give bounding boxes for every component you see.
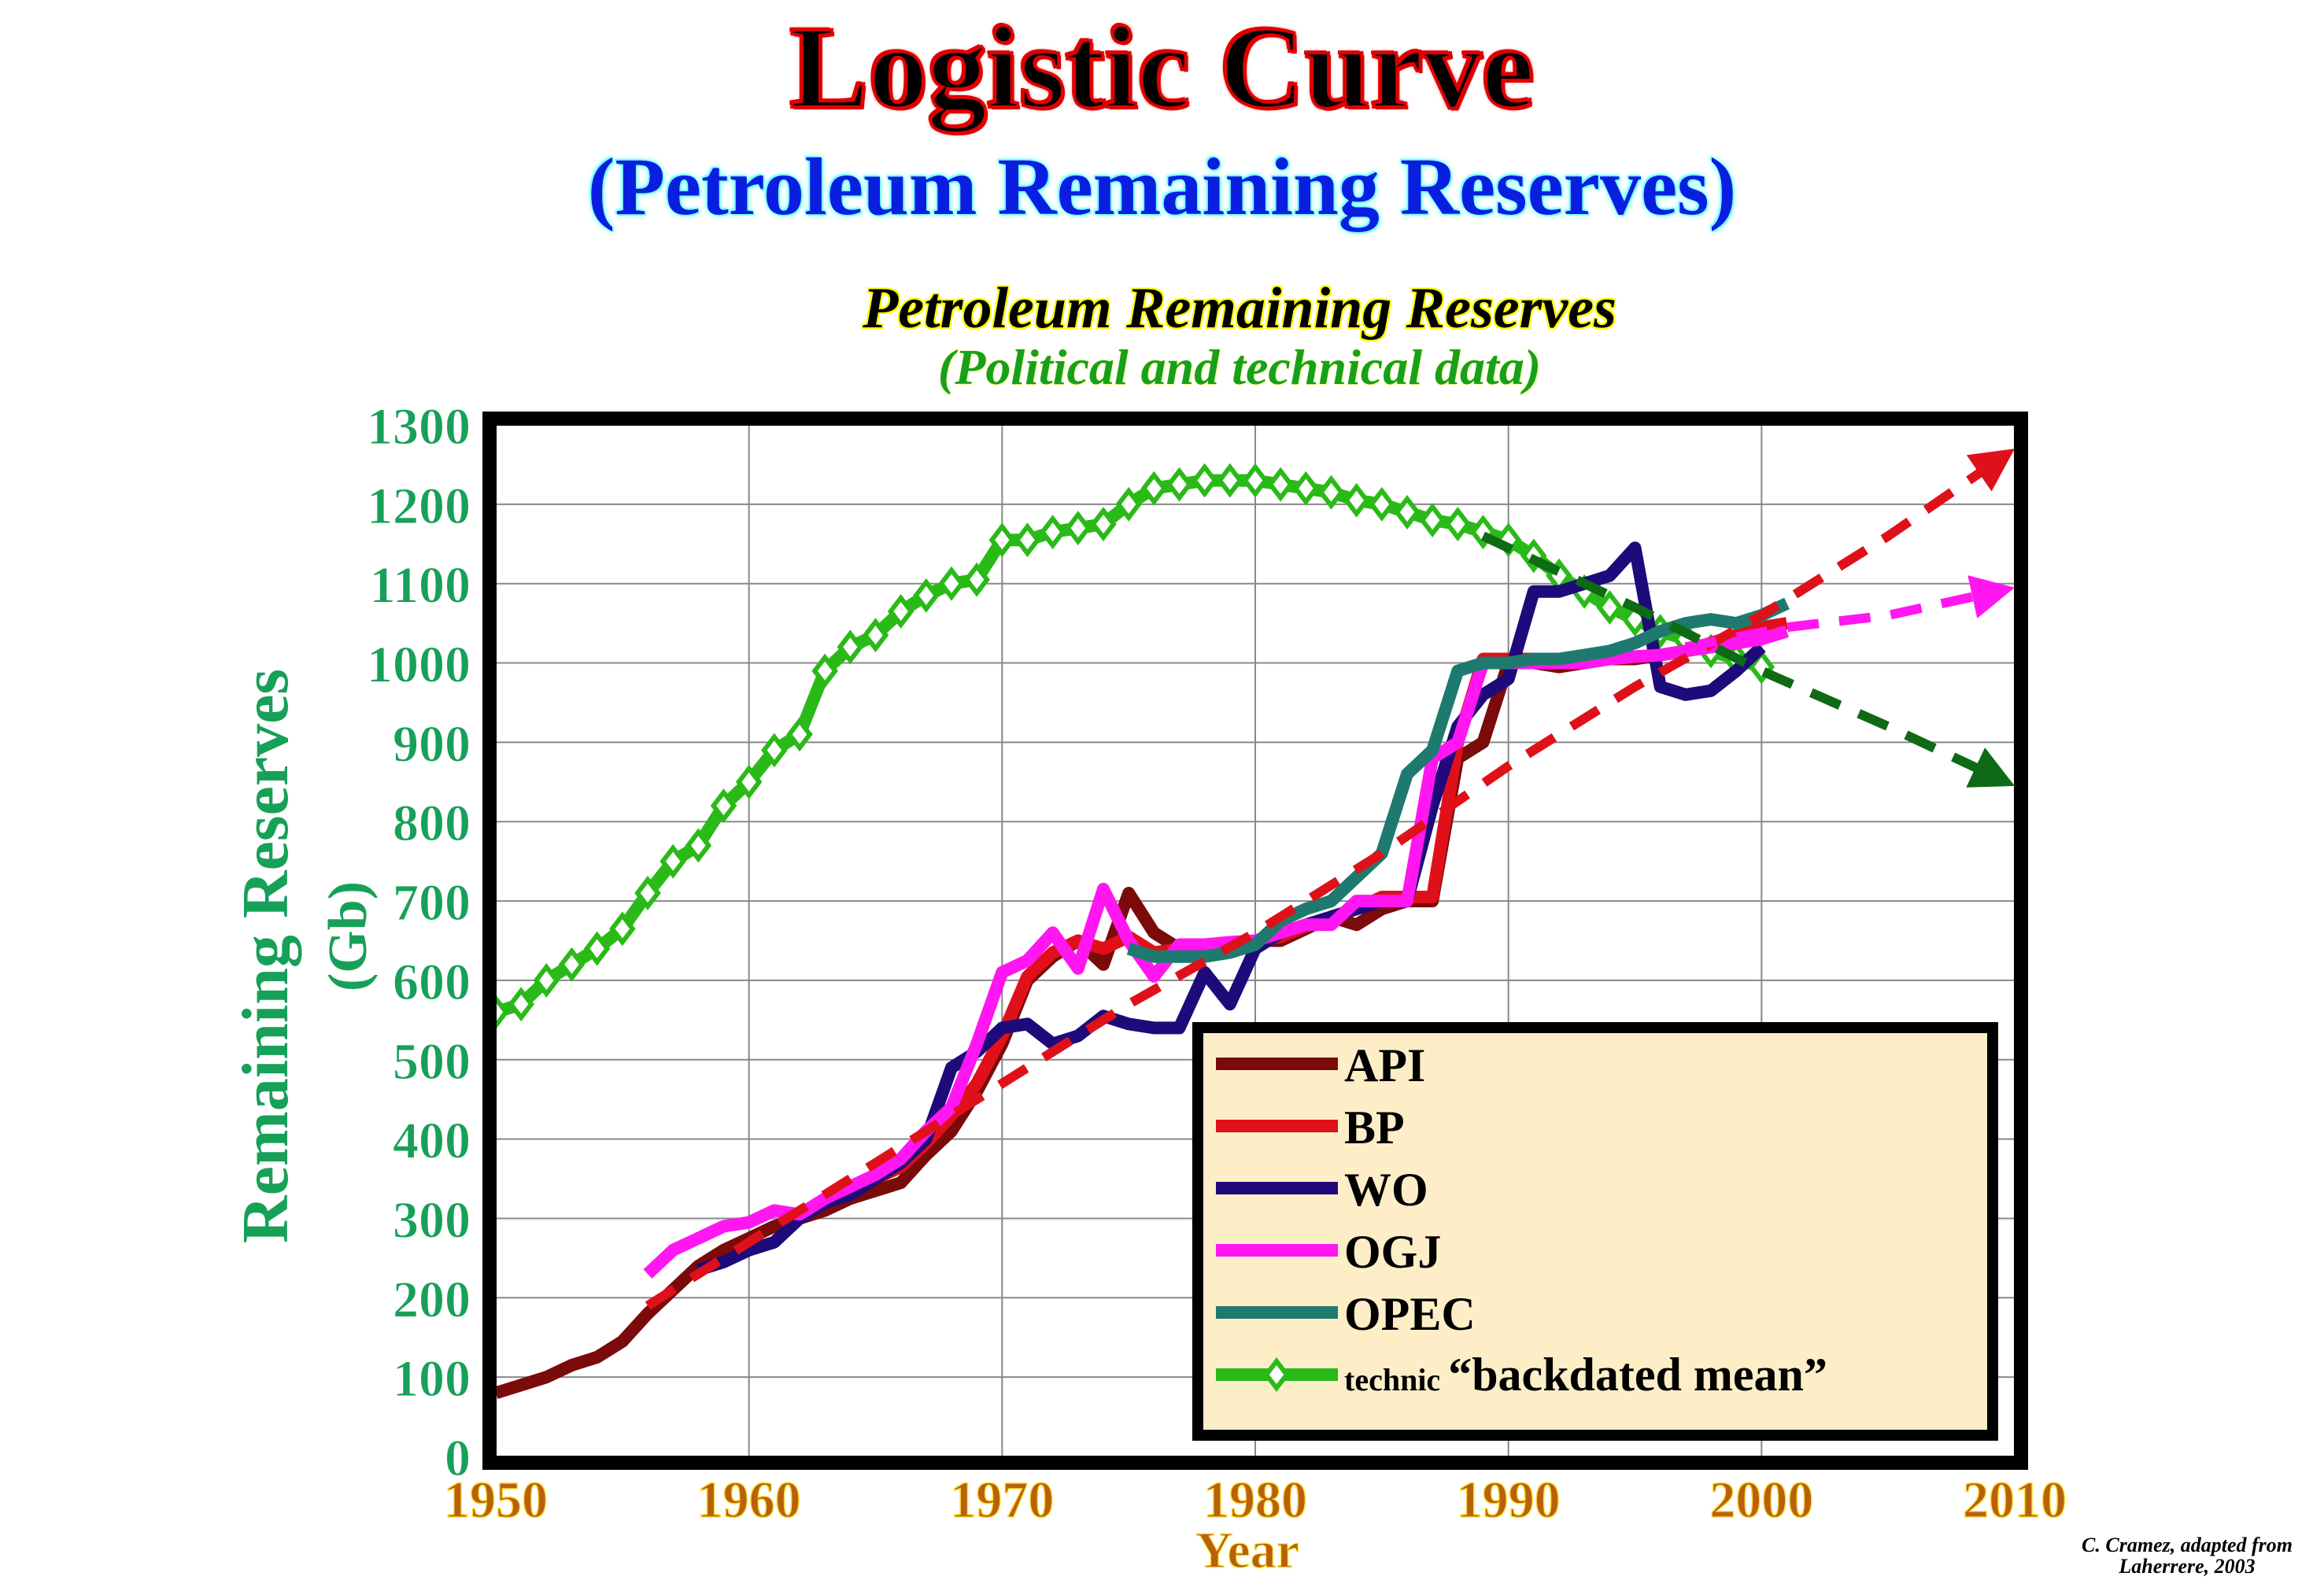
y-tick-label: 500 [393, 1033, 471, 1091]
series-line-ogj [643, 625, 1789, 1279]
y-tick-label: 1300 [367, 398, 471, 456]
technic-marker [1090, 507, 1117, 541]
y-tick-label: 600 [393, 954, 471, 1011]
technic-marker [1369, 486, 1395, 522]
main-title: Logistic Curve [789, 1, 1536, 135]
technic-marker [634, 876, 661, 910]
trend-dark-green [1480, 531, 1997, 781]
technic-marker [1115, 486, 1142, 522]
credit-line-2: Laherrere, 2003 [2119, 1555, 2256, 1578]
tick-labels: 0 100 200 300 400 500 600 700 800 900 1000 1100 1200… [367, 398, 2067, 1530]
y-tick-label: 300 [393, 1191, 471, 1249]
logistic-trend-red-arrowhead [1966, 449, 2015, 492]
y-tick-label: 800 [393, 795, 471, 852]
technic-marker [1596, 590, 1624, 625]
legend-label-big: “backdated mean” [1448, 1349, 1827, 1401]
technic-marker [1394, 494, 1421, 530]
technic-marker [1014, 522, 1041, 558]
technic-marker [685, 828, 712, 863]
y-tick-label: 900 [393, 715, 471, 773]
legend-label-bp: BP [1344, 1102, 1405, 1154]
legend-label-small: technic [1344, 1362, 1448, 1397]
technic-marker [1292, 471, 1320, 506]
technic-marker [1242, 463, 1269, 498]
chart-subtitle: (Political and technical data) [937, 339, 1542, 395]
technic-marker [1267, 467, 1294, 502]
series-lines [482, 449, 2015, 1399]
y-tick-label: 400 [393, 1113, 471, 1170]
technic-marker [963, 562, 990, 597]
legend: API BP WO OGJ OPEC technic “backdated mean” [1192, 1022, 1998, 1441]
technic-marker [862, 618, 889, 653]
technic-marker [1317, 474, 1345, 510]
x-tick-label: 1950 [444, 1471, 548, 1529]
logistic-trend-red [645, 459, 1997, 1310]
technic-marker [1065, 511, 1092, 546]
x-tick-label: 2000 [1709, 1471, 1813, 1529]
technic-marker [786, 717, 813, 752]
legend-label-ogj: OGJ [1344, 1226, 1441, 1278]
technic-marker [913, 578, 940, 613]
y-axis-label: Remaining Reserves [229, 669, 302, 1243]
credit-line-1: C. Cramez, adapted from [2082, 1534, 2293, 1556]
technic-marker [583, 931, 611, 966]
x-tick-label: 1960 [697, 1471, 801, 1529]
technic-marker [1166, 467, 1193, 502]
technic-marker [761, 733, 788, 768]
y-tick-label: 200 [393, 1271, 471, 1328]
legend-label-technic: technic “backdated mean” [1344, 1349, 1827, 1401]
x-tick-label: 2010 [1963, 1471, 2067, 1529]
technic-marker [660, 844, 686, 879]
trend-magenta-arrowhead [1967, 575, 2015, 618]
y-tick-label: 1100 [370, 557, 471, 615]
x-axis-label: Year [1195, 1522, 1299, 1579]
x-tick-label: 1980 [1203, 1471, 1307, 1529]
legend-label-wo: WO [1344, 1164, 1428, 1216]
technic-marker [1039, 515, 1066, 550]
x-tick-label: 1990 [1457, 1471, 1561, 1529]
technic-marker [558, 947, 586, 982]
technic-marker [1419, 503, 1446, 537]
legend-box [1192, 1022, 1998, 1441]
technic-marker [508, 987, 534, 1022]
y-axis-unit: (Gb) [318, 881, 379, 991]
credit: C. Cramez, adapted from Laherrere, 2003 [2082, 1534, 2293, 1577]
legend-marker-technic [1263, 1357, 1290, 1392]
technic-marker [887, 594, 914, 629]
technic-marker [1191, 463, 1218, 498]
chart-title: Petroleum Remaining Reserves [863, 276, 1616, 341]
technic-marker [1444, 507, 1472, 541]
technic-marker [811, 653, 838, 688]
x-tick-label: 1970 [950, 1471, 1054, 1529]
technic-marker [735, 764, 763, 799]
technic-marker [988, 522, 1016, 558]
y-tick-label: 0 [445, 1430, 471, 1487]
technic-marker [533, 962, 560, 998]
y-tick-label: 700 [393, 874, 471, 932]
y-tick-label: 1000 [367, 637, 471, 694]
sub-title: (Petroleum Remaining Reserves) [587, 142, 1737, 232]
technic-marker [710, 788, 737, 824]
y-tick-label: 1200 [367, 478, 471, 535]
plot-frame [482, 412, 2028, 1470]
technic-marker [609, 911, 636, 947]
y-tick-label: 100 [393, 1350, 471, 1408]
technic-marker [938, 566, 965, 601]
technic-marker [1343, 482, 1370, 518]
technic-marker [1217, 463, 1243, 498]
technic-marker [837, 629, 864, 665]
legend-label-api: API [1344, 1039, 1425, 1091]
legend-label-opec: OPEC [1344, 1288, 1476, 1340]
technic-marker [1140, 471, 1168, 506]
trend-dark-green-arrowhead [1966, 748, 2015, 788]
